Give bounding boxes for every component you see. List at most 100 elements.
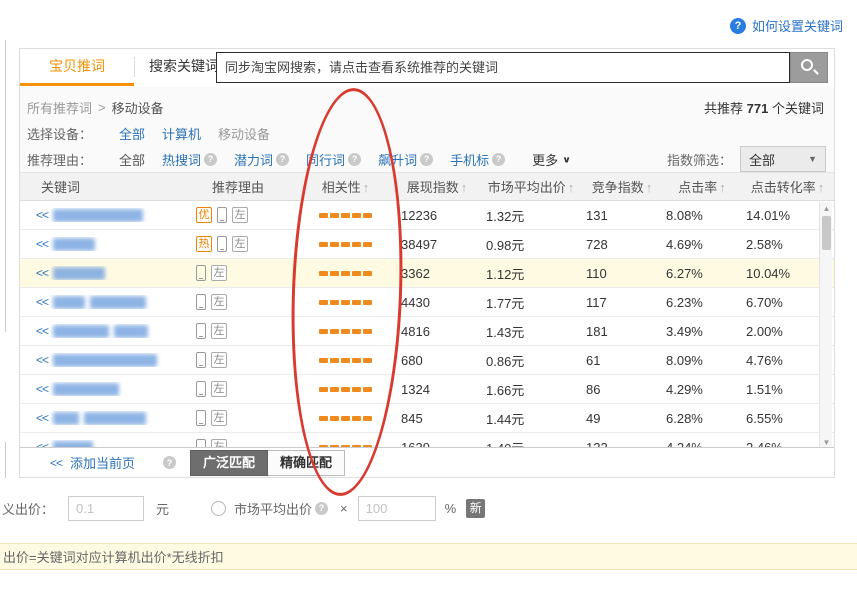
mobile-phone-icon [196, 439, 206, 449]
column-header-8[interactable]: 点击转化率 ↑ [750, 180, 825, 195]
help-icon[interactable]: ? [276, 152, 290, 166]
tab-search-keywords[interactable]: 搜索关键词 [149, 58, 219, 74]
sort-arrow-icon[interactable]: ↑ [645, 180, 653, 195]
column-header-5[interactable]: 市场平均出价 ↑ [487, 180, 575, 195]
column-header-6[interactable]: 竞争指数 ↑ [591, 180, 653, 195]
table-footer-bar: << 添加当前页 ? 广泛匹配 精确匹配 [20, 447, 834, 477]
sort-arrow-icon[interactable]: ↑ [362, 180, 370, 195]
reason-option-all[interactable]: 全部 [119, 152, 146, 168]
device-option-mobile[interactable]: 移动设备 [218, 126, 271, 142]
add-keyword-button[interactable]: << [36, 382, 49, 396]
blurred-keyword [53, 411, 80, 425]
add-keyword-button[interactable]: << [36, 266, 49, 280]
column-header-3[interactable]: 相关性 ↑ [321, 180, 370, 195]
column-header-7[interactable]: 点击率 ↑ [678, 180, 726, 195]
add-keyword-button[interactable]: << [36, 324, 49, 338]
sort-arrow-icon[interactable]: ↑ [567, 180, 575, 195]
ctr-cell: 3.49% [666, 323, 703, 339]
relevance-bar-segment [319, 270, 328, 276]
relevance-bars [319, 212, 372, 218]
reason-badge: 左 [211, 352, 227, 368]
relevance-bar-segment [341, 241, 350, 247]
table-row[interactable]: << 左 4430 1.77元 117 6.23% 6.70% [20, 288, 834, 317]
more-label: 更多 [532, 152, 559, 168]
reason-cell: 左 [178, 352, 298, 368]
cvr-cell: 14.01% [746, 207, 791, 223]
add-current-page-button[interactable]: << 添加当前页 [50, 453, 135, 472]
broad-match-button[interactable]: 广泛匹配 [190, 449, 269, 476]
sort-arrow-icon[interactable]: ↑ [719, 180, 726, 195]
relevance-bar-segment [330, 299, 339, 305]
ctr-cell: 6.27% [666, 265, 703, 281]
index-filter-select[interactable]: 全部 ▼ [740, 146, 826, 172]
relevance-bar-segment [330, 328, 339, 334]
table-scrollbar[interactable]: ▲ ▼ [819, 202, 832, 449]
help-icon[interactable]: ? [315, 501, 329, 515]
add-keyword-button[interactable]: << [36, 353, 49, 367]
sort-arrow-icon[interactable]: ↑ [460, 180, 468, 195]
impressions-cell: 845 [401, 410, 423, 426]
device-option-pc[interactable]: 计算机 [162, 126, 202, 142]
percent-input[interactable] [357, 495, 436, 521]
add-keyword-button[interactable]: << [36, 411, 49, 425]
relevance-bars [319, 270, 372, 276]
relevance-bar-segment [319, 212, 328, 218]
reason-option-rising[interactable]: 飙升词? [378, 150, 434, 169]
help-link[interactable]: ? 如何设置关键词 [729, 16, 843, 35]
table-row[interactable]: << 热左 38497 0.98元 728 4.69% 2.58% [20, 230, 834, 259]
reason-option-potential[interactable]: 潜力词? [234, 150, 290, 169]
breadcrumb-root[interactable]: 所有推荐词 [27, 100, 93, 116]
custom-bid-input[interactable] [68, 495, 145, 521]
table-row[interactable]: << 优左 12236 1.32元 131 8.08% 14.01% [20, 201, 834, 230]
reason-option-hot[interactable]: 热搜词? [162, 150, 218, 169]
scrollbar-up-arrow[interactable]: ▲ [822, 204, 831, 213]
table-row[interactable]: << 左 4816 1.43元 181 3.49% 2.00% [20, 317, 834, 346]
keyword-search-input[interactable] [216, 52, 790, 83]
relevance-bar-segment [341, 299, 350, 305]
relevance-bar-segment [363, 386, 372, 392]
search-button[interactable] [790, 52, 828, 83]
table-row[interactable]: << 左 3362 1.12元 110 6.27% 10.04% [20, 259, 834, 288]
relevance-bars [319, 415, 372, 421]
reason-cell: 左 [178, 323, 298, 339]
relevance-bar-segment [352, 415, 361, 421]
keyword-cell: << [20, 353, 178, 367]
reason-filter-label: 推荐理由： [27, 152, 93, 168]
device-option-all[interactable]: 全部 [119, 126, 146, 142]
add-keyword-button[interactable]: << [36, 440, 49, 449]
competition-cell: 117 [586, 294, 607, 310]
table-row[interactable]: << 左 1639 1.40元 122 4.24% 2.46% [20, 433, 834, 449]
tab-bar: 宝贝推词 搜索关键词 [20, 49, 834, 87]
add-keyword-button[interactable]: << [36, 295, 49, 309]
exact-match-button[interactable]: 精确匹配 [268, 449, 346, 476]
reason-option-peer[interactable]: 同行词? [306, 150, 362, 169]
tab-product-keywords[interactable]: 宝贝推词 [49, 58, 105, 74]
relevance-cell [298, 241, 393, 247]
relevance-bar-segment [319, 328, 328, 334]
sort-arrow-icon[interactable]: ↑ [817, 180, 825, 195]
table-row[interactable]: << 左 1324 1.66元 86 4.29% 1.51% [20, 375, 834, 404]
column-header-4[interactable]: 展现指数 ↑ [406, 180, 468, 195]
table-row[interactable]: << 左 845 1.44元 49 6.28% 6.55% [20, 404, 834, 433]
help-icon[interactable]: ? [420, 152, 434, 166]
relevance-bars [319, 444, 372, 449]
help-icon[interactable]: ? [163, 456, 177, 469]
more-filters-button[interactable]: 更多 ∨ [532, 150, 571, 169]
table-row[interactable]: << 左 680 0.86元 61 8.09% 4.76% [20, 346, 834, 375]
impressions-cell: 680 [401, 352, 423, 368]
avg-price-cell: 1.32元 [486, 208, 525, 224]
help-icon[interactable]: ? [204, 152, 218, 166]
help-icon[interactable]: ? [492, 152, 506, 166]
market-price-radio[interactable] [211, 500, 227, 516]
reason-badge: 左 [211, 410, 227, 426]
add-keyword-button[interactable]: << [36, 208, 49, 222]
help-icon: ? [729, 17, 746, 34]
help-icon[interactable]: ? [348, 152, 362, 166]
breadcrumb-separator: > [98, 99, 106, 115]
add-keyword-button[interactable]: << [36, 237, 49, 251]
scrollbar-thumb[interactable] [822, 216, 831, 250]
reason-option-mobiletag[interactable]: 手机标? [450, 150, 506, 169]
scrollbar-down-arrow[interactable]: ▼ [822, 438, 831, 447]
column-header-1: 关键词 [41, 180, 81, 195]
bid-settings-row: 义出价： 元 市场平均出价 ? × % 新 [0, 492, 857, 524]
